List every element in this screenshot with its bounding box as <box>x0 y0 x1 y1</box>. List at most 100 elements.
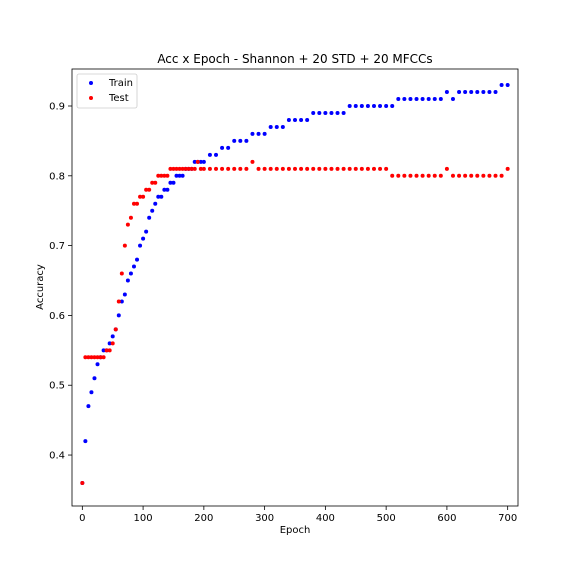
point-test <box>457 173 462 178</box>
point-train <box>174 173 179 178</box>
point-train <box>201 159 206 164</box>
chart-title: Acc x Epoch - Shannon + 20 STD + 20 MFCC… <box>157 52 432 66</box>
point-train <box>153 201 158 206</box>
point-train <box>192 159 197 164</box>
point-test <box>463 173 468 178</box>
point-train <box>256 131 261 136</box>
point-test <box>89 355 94 360</box>
legend: Train Test <box>76 73 138 109</box>
point-test <box>505 166 510 171</box>
point-test <box>183 166 188 171</box>
point-test <box>420 173 425 178</box>
point-test <box>305 166 310 171</box>
point-train <box>432 97 437 102</box>
point-test <box>86 355 91 360</box>
point-train <box>481 90 486 95</box>
point-test <box>141 194 146 199</box>
point-train <box>384 104 389 108</box>
point-train <box>493 90 498 95</box>
point-train <box>402 97 407 102</box>
point-test <box>487 173 492 178</box>
point-test <box>144 187 149 192</box>
point-test <box>244 166 249 171</box>
point-test <box>101 355 106 360</box>
point-test <box>214 166 219 171</box>
point-test <box>475 173 480 178</box>
point-train <box>286 117 291 122</box>
point-train <box>220 145 225 150</box>
point-train <box>159 194 164 199</box>
point-train <box>311 110 316 115</box>
point-test <box>481 173 486 178</box>
point-train <box>125 278 130 283</box>
y-tick-label: 0.6 <box>49 311 65 322</box>
point-train <box>171 180 176 185</box>
point-test <box>116 299 121 304</box>
point-test <box>323 166 328 171</box>
point-train <box>262 131 267 136</box>
legend-test-marker <box>89 96 93 100</box>
point-test <box>138 194 143 199</box>
point-test <box>353 166 358 171</box>
point-test <box>499 173 504 178</box>
point-test <box>110 341 115 346</box>
point-test <box>174 166 179 171</box>
point-test <box>186 166 191 171</box>
point-test <box>268 166 273 171</box>
point-test <box>83 355 88 360</box>
point-train <box>274 124 279 129</box>
point-test <box>150 180 155 185</box>
point-train <box>341 110 346 115</box>
point-train <box>244 138 249 143</box>
point-test <box>238 166 243 171</box>
point-test <box>156 173 161 178</box>
point-test <box>232 166 237 171</box>
point-test <box>371 166 376 171</box>
point-train <box>414 97 419 102</box>
point-test <box>195 159 200 164</box>
point-train <box>150 208 155 213</box>
point-test <box>384 166 389 171</box>
point-train <box>156 194 161 199</box>
point-test <box>177 166 182 171</box>
point-train <box>147 215 152 220</box>
point-train <box>198 159 203 164</box>
point-test <box>201 166 206 171</box>
point-train <box>499 83 504 88</box>
point-train <box>89 390 94 395</box>
point-train <box>438 97 443 102</box>
point-train <box>135 257 140 262</box>
point-train <box>317 110 322 115</box>
point-test <box>432 173 437 178</box>
point-test <box>147 187 152 192</box>
point-train <box>110 334 115 339</box>
point-test <box>125 222 130 227</box>
y-axis-ticks: 0.4 0.5 0.6 0.7 0.8 0.9 <box>49 101 72 462</box>
series-test <box>80 159 510 485</box>
point-train <box>457 90 462 95</box>
point-train <box>162 187 167 192</box>
point-train <box>138 243 143 248</box>
plot-area <box>72 69 518 506</box>
point-test <box>493 173 498 178</box>
point-test <box>293 166 297 171</box>
data-points-layer <box>80 83 510 485</box>
point-train <box>280 124 285 129</box>
point-train <box>144 229 149 234</box>
point-train <box>293 117 297 122</box>
point-test <box>280 166 285 171</box>
point-train <box>420 97 425 102</box>
point-train <box>469 90 474 95</box>
legend-test-label: Test <box>108 93 129 104</box>
point-test <box>438 173 443 178</box>
point-test <box>207 166 212 171</box>
point-train <box>359 104 364 108</box>
point-train <box>365 104 370 108</box>
point-test <box>153 180 158 185</box>
y-tick-label: 0.7 <box>49 241 65 252</box>
x-tick-label: 200 <box>194 513 213 524</box>
point-train <box>396 97 401 102</box>
point-train <box>128 271 133 276</box>
x-tick-label: 300 <box>255 513 274 524</box>
